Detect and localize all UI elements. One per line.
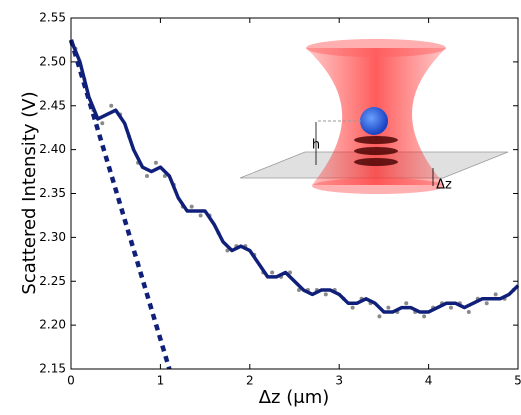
data-point xyxy=(109,103,114,108)
inset-diagram: h Δz xyxy=(239,39,509,194)
data-point xyxy=(270,270,275,275)
data-point xyxy=(466,309,471,314)
plot-area: 2.15 2.20 2.25 2.30 2.35 2.40 2.45 2.50 2.55 0 1 2 3… xyxy=(39,11,521,388)
x-tick-label: 5 xyxy=(514,374,521,388)
y-tick-label: 2.35 xyxy=(39,186,66,200)
data-point xyxy=(377,314,382,319)
fringe xyxy=(354,147,398,155)
annotation: h xyxy=(312,138,320,153)
data-point xyxy=(153,160,158,165)
fringe xyxy=(354,158,398,166)
beam-bottom xyxy=(312,178,444,194)
data-point xyxy=(493,292,498,297)
x-tick-label: 2 xyxy=(246,374,254,388)
beam-top xyxy=(306,39,446,57)
data-point xyxy=(100,121,105,126)
x-tick-label: 0 xyxy=(67,374,75,388)
y-axis-label: Scattered Intensity (V) xyxy=(19,91,40,294)
particle xyxy=(360,107,388,135)
y-tick-label: 2.30 xyxy=(39,230,66,244)
line xyxy=(69,39,520,314)
y-tick-label: 2.15 xyxy=(39,362,66,376)
data-point xyxy=(422,314,427,319)
annotation: Δz xyxy=(436,178,452,193)
data-point xyxy=(144,173,149,178)
line xyxy=(68,39,172,370)
data-point xyxy=(386,305,391,310)
y-tick-label: 2.20 xyxy=(39,318,66,332)
data-point xyxy=(484,301,489,306)
x-axis-label: Δz (μm) xyxy=(259,387,330,408)
data-point xyxy=(350,305,355,310)
data-point xyxy=(189,204,194,209)
y-tick-label: 2.45 xyxy=(39,98,66,112)
fringe xyxy=(354,136,398,144)
y-tick-label: 2.50 xyxy=(39,54,66,68)
data-point xyxy=(448,305,453,310)
x-tick-label: 3 xyxy=(335,374,343,388)
y-tick-label: 2.55 xyxy=(39,11,66,25)
x-tick-label: 1 xyxy=(157,374,165,388)
data-point xyxy=(323,292,328,297)
y-tick-label: 2.25 xyxy=(39,274,66,288)
x-tick-label: 4 xyxy=(425,374,433,388)
data-point xyxy=(198,213,203,218)
plot-frame xyxy=(70,17,519,370)
data-point xyxy=(404,301,409,306)
y-tick-label: 2.40 xyxy=(39,142,66,156)
